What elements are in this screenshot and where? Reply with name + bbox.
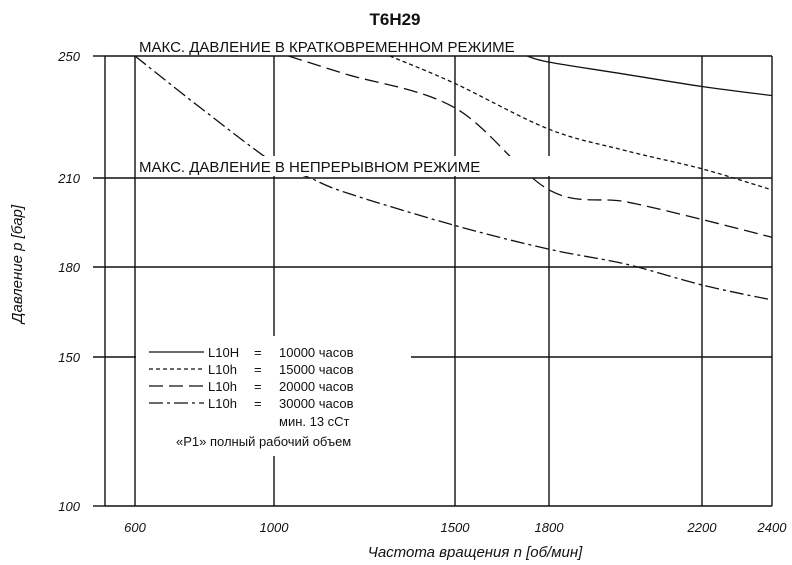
legend-note-viscosity: мин. 13 сСт <box>279 414 350 429</box>
x-tick-label: 2400 <box>757 520 788 535</box>
legend-bg <box>136 336 411 456</box>
legend-note-displacement: «P1» полный рабочий объем <box>176 434 351 449</box>
legend-eq: = <box>254 345 262 360</box>
series-curves <box>134 55 773 301</box>
series-line-1 <box>389 55 773 191</box>
legend-label: L10h <box>208 362 237 377</box>
legend-label: L10H <box>208 345 239 360</box>
legend-value: 10000 часов <box>279 345 354 360</box>
x-tick-label: 2200 <box>687 520 718 535</box>
x-tick-label: 1500 <box>441 520 471 535</box>
annotation-bg <box>140 156 574 176</box>
legend-label: L10h <box>208 379 237 394</box>
legend-entry: L10h = 30000 часов <box>149 396 354 411</box>
y-tick-labels: 100 150 180 210 250 <box>57 49 80 514</box>
legend-eq: = <box>254 379 262 394</box>
legend-eq: = <box>254 362 262 377</box>
legend-value: 15000 часов <box>279 362 354 377</box>
x-axis-label: Частота вращения n [об/мин] <box>368 544 583 561</box>
series-line-2 <box>288 55 773 238</box>
y-tick-label: 180 <box>58 260 80 275</box>
y-tick-label: 100 <box>58 499 80 514</box>
x-tick-labels: 600 1000 1500 1800 2200 2400 <box>124 520 787 535</box>
y-axis-label: Давление p [бар] <box>9 204 26 325</box>
legend-label: L10h <box>208 396 237 411</box>
x-tick-label: 600 <box>124 520 146 535</box>
annotation-max-continuous: МАКС. ДАВЛЕНИЕ В НЕПРЕРЫВНОМ РЕЖИМЕ <box>139 159 480 176</box>
y-tick-label: 250 <box>57 49 80 64</box>
legend-eq: = <box>254 396 262 411</box>
y-tick-label: 150 <box>58 350 80 365</box>
legend-entry: L10H = 10000 часов <box>149 345 354 360</box>
legend-entry: L10h = 15000 часов <box>149 362 354 377</box>
x-tick-label: 1000 <box>260 520 290 535</box>
series-line-3 <box>134 55 773 301</box>
annotation-max-short-term: МАКС. ДАВЛЕНИЕ В КРАТКОВРЕМЕННОМ РЕЖИМЕ <box>139 39 515 56</box>
x-tick-label: 1800 <box>535 520 565 535</box>
legend-entry: L10h = 20000 часов <box>149 379 354 394</box>
series-line-0 <box>526 55 773 97</box>
legend-value: 20000 часов <box>279 379 354 394</box>
legend-value: 30000 часов <box>279 396 354 411</box>
chart-title: T6H29 <box>369 10 420 29</box>
annotation-bg <box>140 35 620 55</box>
y-tick-label: 210 <box>57 171 80 186</box>
legend: L10H = 10000 часов L10h = 15000 часов L1… <box>136 336 411 456</box>
